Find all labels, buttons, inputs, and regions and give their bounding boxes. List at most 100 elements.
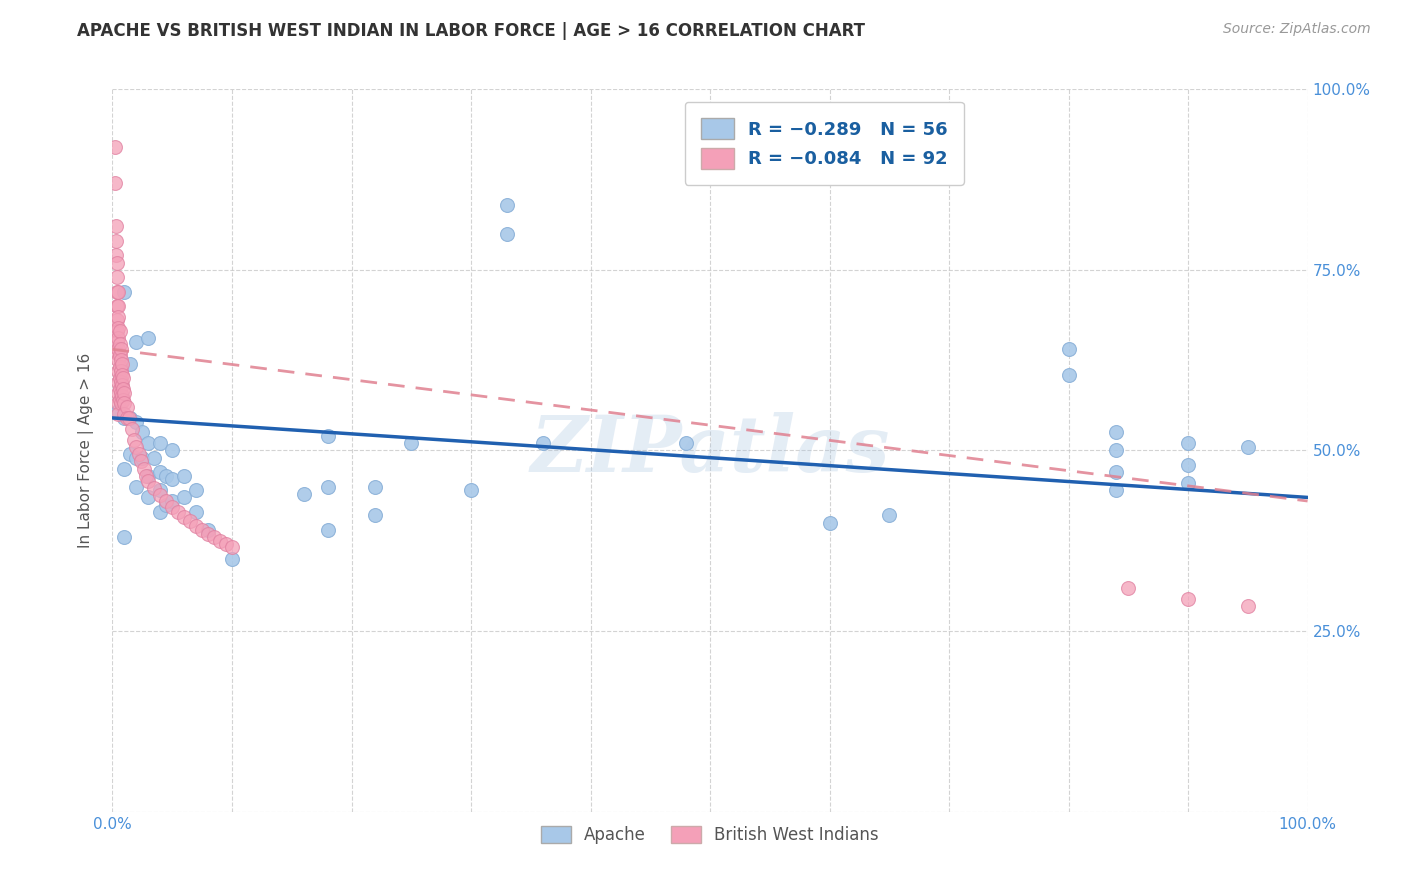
Text: Source: ZipAtlas.com: Source: ZipAtlas.com [1223, 22, 1371, 37]
Point [128, 447, 150, 461]
Point [107, 320, 129, 334]
Point [105, 255, 128, 269]
Point [118, 411, 141, 425]
Point [162, 500, 183, 514]
Point [173, 491, 195, 505]
Point [1177, 436, 1199, 450]
Point [112, 371, 135, 385]
Point [149, 488, 172, 502]
Point [149, 505, 172, 519]
Point [1105, 443, 1128, 458]
Point [292, 487, 315, 501]
Point [496, 198, 519, 212]
Point [121, 422, 143, 436]
Point [108, 371, 131, 385]
Point [107, 396, 129, 410]
Point [132, 461, 155, 475]
Point [111, 368, 134, 382]
Point [496, 227, 519, 241]
Point [105, 299, 128, 313]
Point [1177, 591, 1199, 606]
Point [401, 436, 423, 450]
Point [186, 483, 208, 498]
Point [197, 523, 219, 537]
Point [111, 389, 134, 403]
Point [115, 411, 138, 425]
Point [149, 465, 172, 479]
Point [105, 234, 128, 248]
Point [114, 285, 135, 299]
Point [110, 385, 132, 400]
Point [818, 516, 841, 530]
Point [107, 331, 129, 345]
Point [125, 450, 148, 465]
Point [135, 468, 157, 483]
Point [107, 310, 129, 324]
Point [107, 407, 129, 421]
Point [191, 523, 214, 537]
Point [107, 353, 129, 368]
Point [1237, 599, 1260, 613]
Point [1105, 465, 1128, 479]
Point [316, 480, 339, 494]
Point [1105, 483, 1128, 498]
Point [460, 483, 482, 498]
Point [110, 343, 132, 357]
Point [105, 219, 128, 234]
Point [110, 375, 132, 389]
Point [107, 364, 129, 378]
Point [105, 334, 128, 349]
Point [104, 176, 127, 190]
Point [149, 483, 172, 498]
Point [129, 454, 152, 468]
Point [125, 480, 148, 494]
Point [115, 400, 138, 414]
Point [114, 407, 135, 421]
Point [155, 468, 177, 483]
Point [114, 411, 135, 425]
Point [104, 140, 127, 154]
Point [110, 396, 132, 410]
Point [138, 436, 160, 450]
Point [173, 510, 195, 524]
Point [1105, 425, 1128, 440]
Point [167, 505, 190, 519]
Point [186, 505, 208, 519]
Point [197, 526, 219, 541]
Point [364, 480, 387, 494]
Point [107, 299, 129, 313]
Point [1057, 368, 1080, 382]
Point [112, 392, 135, 407]
Point [531, 436, 554, 450]
Y-axis label: In Labor Force | Age > 16: In Labor Force | Age > 16 [77, 353, 94, 548]
Point [114, 461, 135, 475]
Point [155, 494, 177, 508]
Point [138, 474, 160, 488]
Point [1177, 475, 1199, 490]
Point [138, 468, 160, 483]
Point [209, 533, 232, 548]
Point [120, 357, 142, 371]
Point [108, 382, 131, 396]
Point [162, 494, 183, 508]
Point [364, 508, 387, 523]
Point [138, 491, 160, 505]
Point [143, 450, 166, 465]
Point [108, 336, 131, 351]
Point [125, 415, 148, 429]
Point [221, 551, 243, 566]
Point [179, 514, 201, 528]
Point [114, 396, 135, 410]
Point [108, 359, 131, 374]
Point [114, 530, 135, 544]
Point [105, 346, 128, 360]
Point [131, 450, 153, 465]
Point [111, 378, 134, 392]
Point [107, 375, 129, 389]
Point [202, 530, 225, 544]
Point [316, 429, 339, 443]
Point [221, 541, 243, 555]
Point [112, 382, 135, 396]
Point [105, 313, 128, 327]
Point [120, 447, 142, 461]
